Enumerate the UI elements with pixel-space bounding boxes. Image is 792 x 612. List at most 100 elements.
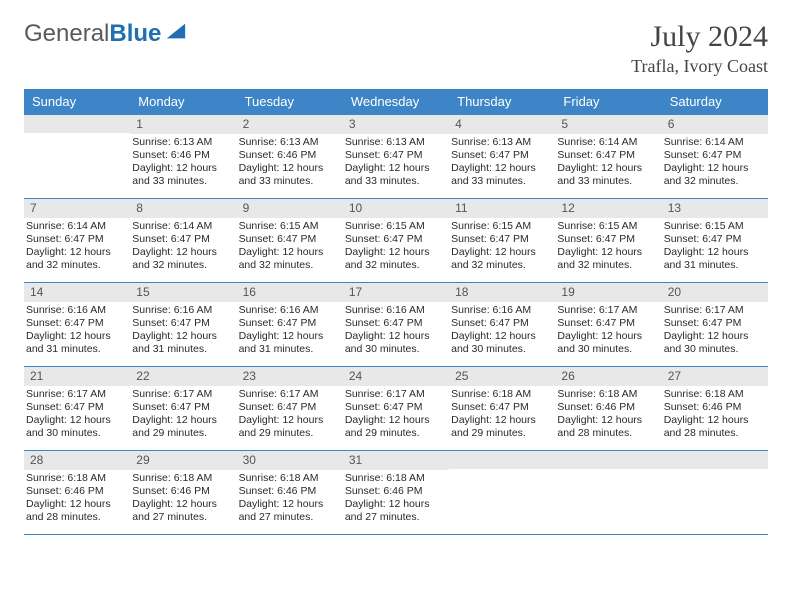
sunrise-text: Sunrise: 6:16 AM xyxy=(239,304,339,317)
sunset-text: Sunset: 6:46 PM xyxy=(239,149,339,162)
sunset-text: Sunset: 6:47 PM xyxy=(239,233,339,246)
day-number: 1 xyxy=(130,115,236,134)
day-cell: 18Sunrise: 6:16 AMSunset: 6:47 PMDayligh… xyxy=(449,283,555,367)
day-cell: 2Sunrise: 6:13 AMSunset: 6:46 PMDaylight… xyxy=(237,115,343,199)
day-body: Sunrise: 6:18 AMSunset: 6:46 PMDaylight:… xyxy=(343,470,449,527)
day-number: 17 xyxy=(343,283,449,302)
day-body: Sunrise: 6:13 AMSunset: 6:47 PMDaylight:… xyxy=(343,134,449,191)
day-number: 31 xyxy=(343,451,449,470)
day-cell: 25Sunrise: 6:18 AMSunset: 6:47 PMDayligh… xyxy=(449,367,555,451)
day-number: 2 xyxy=(237,115,343,134)
day-body: Sunrise: 6:17 AMSunset: 6:47 PMDaylight:… xyxy=(130,386,236,443)
day-number: 14 xyxy=(24,283,130,302)
day-number: 4 xyxy=(449,115,555,134)
day-number: 7 xyxy=(24,199,130,218)
day-number: 12 xyxy=(555,199,661,218)
daylight-text: Daylight: 12 hours and 32 minutes. xyxy=(664,162,764,188)
day-number: 11 xyxy=(449,199,555,218)
day-cell: 1Sunrise: 6:13 AMSunset: 6:46 PMDaylight… xyxy=(130,115,236,199)
sunrise-text: Sunrise: 6:15 AM xyxy=(557,220,657,233)
daylight-text: Daylight: 12 hours and 30 minutes. xyxy=(345,330,445,356)
day-body: Sunrise: 6:15 AMSunset: 6:47 PMDaylight:… xyxy=(449,218,555,275)
day-number xyxy=(662,451,768,469)
sunrise-text: Sunrise: 6:15 AM xyxy=(345,220,445,233)
daylight-text: Daylight: 12 hours and 29 minutes. xyxy=(239,414,339,440)
day-cell: 19Sunrise: 6:17 AMSunset: 6:47 PMDayligh… xyxy=(555,283,661,367)
daylight-text: Daylight: 12 hours and 30 minutes. xyxy=(557,330,657,356)
day-number: 29 xyxy=(130,451,236,470)
sunrise-text: Sunrise: 6:17 AM xyxy=(557,304,657,317)
daylight-text: Daylight: 12 hours and 29 minutes. xyxy=(451,414,551,440)
day-body: Sunrise: 6:16 AMSunset: 6:47 PMDaylight:… xyxy=(343,302,449,359)
logo-text: GeneralBlue xyxy=(24,20,161,48)
day-body xyxy=(555,469,661,473)
day-body: Sunrise: 6:17 AMSunset: 6:47 PMDaylight:… xyxy=(555,302,661,359)
logo: GeneralBlue xyxy=(24,20,187,48)
day-number: 15 xyxy=(130,283,236,302)
sunrise-text: Sunrise: 6:14 AM xyxy=(557,136,657,149)
day-body: Sunrise: 6:17 AMSunset: 6:47 PMDaylight:… xyxy=(343,386,449,443)
day-cell: 17Sunrise: 6:16 AMSunset: 6:47 PMDayligh… xyxy=(343,283,449,367)
day-cell: 14Sunrise: 6:16 AMSunset: 6:47 PMDayligh… xyxy=(24,283,130,367)
day-number xyxy=(449,451,555,469)
weekday-header: Wednesday xyxy=(343,89,449,115)
sunrise-text: Sunrise: 6:18 AM xyxy=(557,388,657,401)
day-body: Sunrise: 6:15 AMSunset: 6:47 PMDaylight:… xyxy=(343,218,449,275)
day-number: 8 xyxy=(130,199,236,218)
day-number: 26 xyxy=(555,367,661,386)
daylight-text: Daylight: 12 hours and 33 minutes. xyxy=(557,162,657,188)
sunset-text: Sunset: 6:46 PM xyxy=(132,149,232,162)
day-body: Sunrise: 6:15 AMSunset: 6:47 PMDaylight:… xyxy=(662,218,768,275)
day-cell: 6Sunrise: 6:14 AMSunset: 6:47 PMDaylight… xyxy=(662,115,768,199)
sunrise-text: Sunrise: 6:15 AM xyxy=(239,220,339,233)
sunset-text: Sunset: 6:46 PM xyxy=(132,485,232,498)
day-body: Sunrise: 6:15 AMSunset: 6:47 PMDaylight:… xyxy=(555,218,661,275)
sunset-text: Sunset: 6:47 PM xyxy=(345,317,445,330)
logo-triangle-icon xyxy=(165,20,187,42)
day-body xyxy=(662,469,768,473)
day-cell xyxy=(555,451,661,535)
sunrise-text: Sunrise: 6:18 AM xyxy=(26,472,126,485)
calendar-table: Sunday Monday Tuesday Wednesday Thursday… xyxy=(24,89,768,535)
daylight-text: Daylight: 12 hours and 28 minutes. xyxy=(557,414,657,440)
sunrise-text: Sunrise: 6:18 AM xyxy=(345,472,445,485)
sunset-text: Sunset: 6:47 PM xyxy=(664,149,764,162)
sunset-text: Sunset: 6:47 PM xyxy=(557,149,657,162)
day-cell: 8Sunrise: 6:14 AMSunset: 6:47 PMDaylight… xyxy=(130,199,236,283)
weekday-header-row: Sunday Monday Tuesday Wednesday Thursday… xyxy=(24,89,768,115)
sunset-text: Sunset: 6:47 PM xyxy=(345,149,445,162)
day-number: 25 xyxy=(449,367,555,386)
sunset-text: Sunset: 6:46 PM xyxy=(664,401,764,414)
day-number: 20 xyxy=(662,283,768,302)
day-body: Sunrise: 6:13 AMSunset: 6:47 PMDaylight:… xyxy=(449,134,555,191)
day-number: 27 xyxy=(662,367,768,386)
sunset-text: Sunset: 6:47 PM xyxy=(451,317,551,330)
day-cell: 22Sunrise: 6:17 AMSunset: 6:47 PMDayligh… xyxy=(130,367,236,451)
day-cell: 5Sunrise: 6:14 AMSunset: 6:47 PMDaylight… xyxy=(555,115,661,199)
day-body: Sunrise: 6:18 AMSunset: 6:47 PMDaylight:… xyxy=(449,386,555,443)
day-cell: 3Sunrise: 6:13 AMSunset: 6:47 PMDaylight… xyxy=(343,115,449,199)
sunrise-text: Sunrise: 6:16 AM xyxy=(132,304,232,317)
daylight-text: Daylight: 12 hours and 27 minutes. xyxy=(132,498,232,524)
daylight-text: Daylight: 12 hours and 31 minutes. xyxy=(239,330,339,356)
sunrise-text: Sunrise: 6:17 AM xyxy=(345,388,445,401)
sunrise-text: Sunrise: 6:17 AM xyxy=(26,388,126,401)
day-cell: 10Sunrise: 6:15 AMSunset: 6:47 PMDayligh… xyxy=(343,199,449,283)
day-number: 16 xyxy=(237,283,343,302)
weekday-header: Sunday xyxy=(24,89,130,115)
sunset-text: Sunset: 6:47 PM xyxy=(664,317,764,330)
day-cell: 16Sunrise: 6:16 AMSunset: 6:47 PMDayligh… xyxy=(237,283,343,367)
day-cell: 31Sunrise: 6:18 AMSunset: 6:46 PMDayligh… xyxy=(343,451,449,535)
day-body: Sunrise: 6:16 AMSunset: 6:47 PMDaylight:… xyxy=(130,302,236,359)
daylight-text: Daylight: 12 hours and 32 minutes. xyxy=(345,246,445,272)
day-cell: 21Sunrise: 6:17 AMSunset: 6:47 PMDayligh… xyxy=(24,367,130,451)
day-cell: 26Sunrise: 6:18 AMSunset: 6:46 PMDayligh… xyxy=(555,367,661,451)
week-row: 1Sunrise: 6:13 AMSunset: 6:46 PMDaylight… xyxy=(24,115,768,199)
day-body: Sunrise: 6:18 AMSunset: 6:46 PMDaylight:… xyxy=(555,386,661,443)
sunrise-text: Sunrise: 6:18 AM xyxy=(451,388,551,401)
weekday-header: Saturday xyxy=(662,89,768,115)
daylight-text: Daylight: 12 hours and 28 minutes. xyxy=(664,414,764,440)
sunrise-text: Sunrise: 6:15 AM xyxy=(664,220,764,233)
title-month: July 2024 xyxy=(631,20,768,54)
sunset-text: Sunset: 6:46 PM xyxy=(557,401,657,414)
